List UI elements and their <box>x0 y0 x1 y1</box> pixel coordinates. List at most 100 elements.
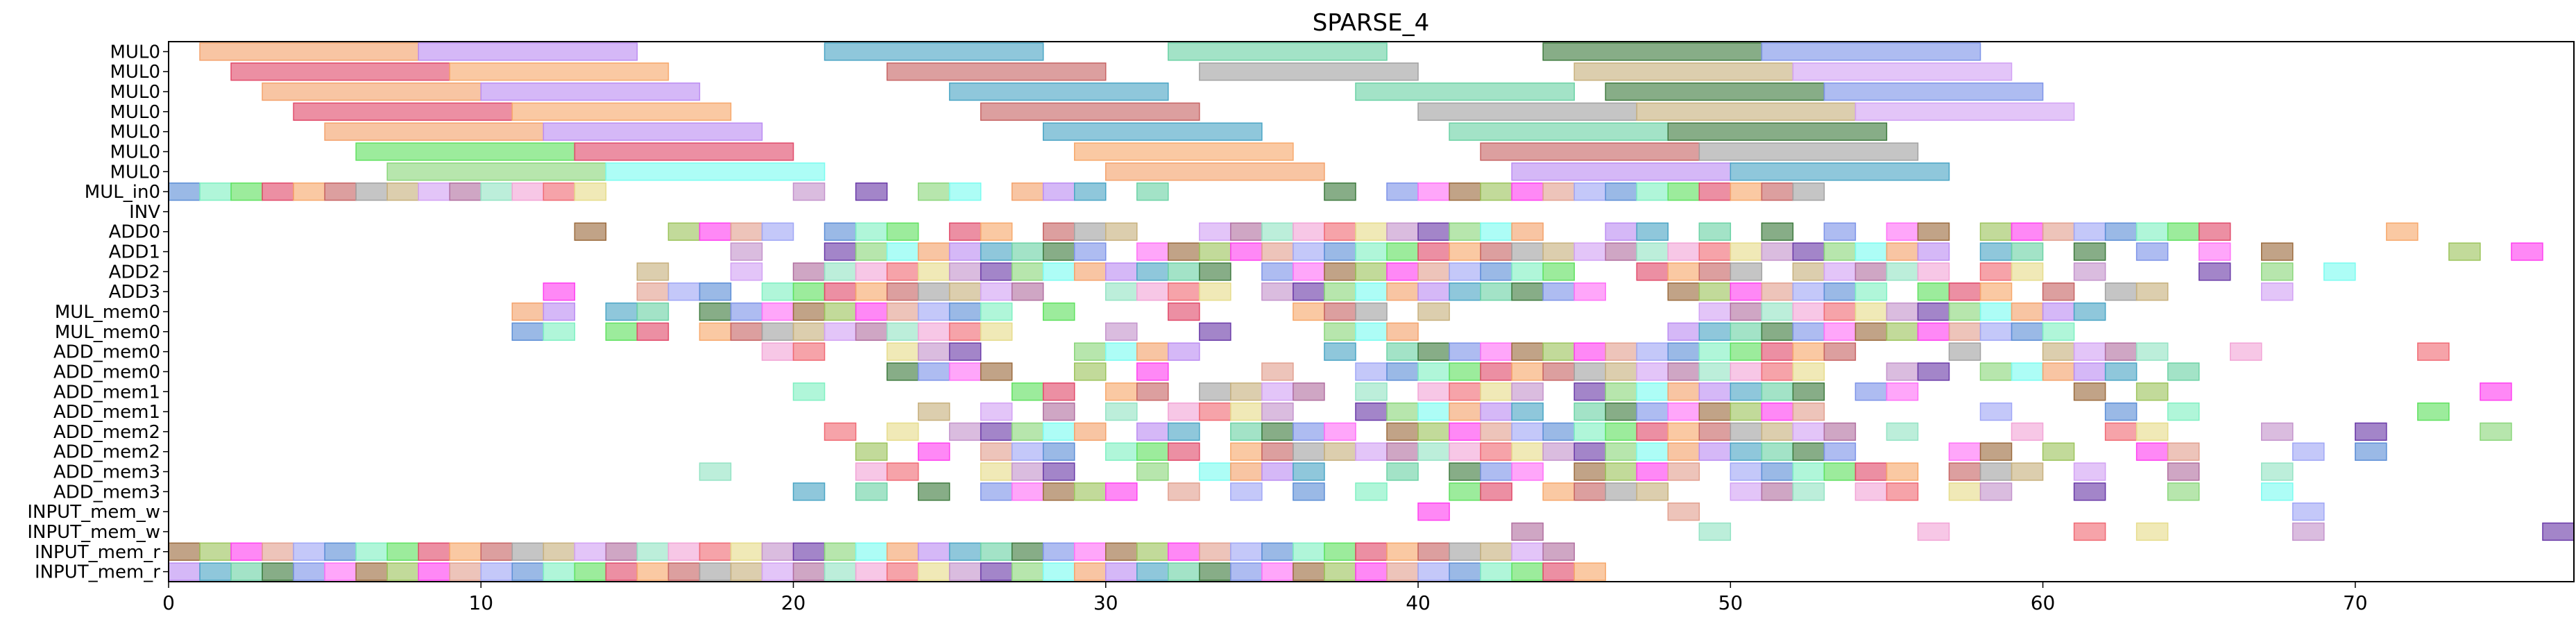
task-bar <box>1698 362 1732 381</box>
task-bar <box>1042 182 1075 201</box>
task-bar <box>1449 382 1481 401</box>
task-bar <box>1698 402 1732 421</box>
task-bar <box>1105 162 1325 181</box>
task-bar <box>386 542 419 561</box>
task-bar <box>1542 562 1575 581</box>
y-tick-label: MUL0 <box>110 102 161 123</box>
task-bar <box>1761 222 1794 241</box>
task-bar <box>1667 283 1700 301</box>
task-bar <box>1730 302 1763 321</box>
y-tick-label: ADD_mem2 <box>53 442 160 463</box>
task-bar <box>480 82 701 101</box>
y-tick-label: ADD_mem1 <box>53 382 160 403</box>
task-bar <box>1979 462 2013 481</box>
task-bar <box>1573 402 1606 421</box>
task-bar <box>1636 482 1669 501</box>
task-bar <box>199 562 232 581</box>
task-bar <box>699 462 732 481</box>
task-bar <box>605 322 638 341</box>
task-bar <box>511 562 545 581</box>
task-bar <box>1573 382 1606 401</box>
task-bar <box>948 182 982 201</box>
task-bar <box>2073 462 2106 481</box>
task-bar <box>855 222 888 241</box>
task-bar <box>792 542 826 561</box>
task-bar <box>1386 242 1419 261</box>
task-bar <box>1230 382 1263 401</box>
task-bar <box>636 322 669 341</box>
task-bar <box>1823 302 1857 321</box>
y-tick-label: MUL0 <box>110 42 161 62</box>
task-bar <box>980 262 1013 281</box>
task-bar <box>1636 222 1669 241</box>
y-tick-label: INPUT_mem_r <box>35 542 160 563</box>
task-bar <box>730 542 763 561</box>
task-bar <box>1355 302 1388 321</box>
task-bar <box>2011 242 2044 261</box>
task-bar <box>543 122 763 141</box>
task-bar <box>980 562 1013 581</box>
task-bar <box>917 442 950 461</box>
task-bar <box>1979 482 2013 501</box>
task-bar <box>1605 182 1637 201</box>
task-bar <box>1324 442 1356 461</box>
task-bar <box>1667 422 1700 441</box>
task-bar <box>230 562 263 581</box>
bars-layer <box>168 42 2575 581</box>
task-bar <box>855 182 888 201</box>
task-bar <box>2042 283 2075 301</box>
task-bar <box>574 562 607 581</box>
task-bar <box>1698 242 1732 261</box>
task-bar <box>1386 442 1419 461</box>
task-bar <box>917 322 950 341</box>
task-bar <box>1480 222 1512 241</box>
task-bar <box>543 302 576 321</box>
task-bar <box>1293 462 1325 481</box>
task-bar <box>917 242 950 261</box>
task-bar <box>1261 422 1294 441</box>
task-bar <box>574 222 607 241</box>
task-bar <box>418 562 450 581</box>
task-bar <box>262 82 482 101</box>
task-bar <box>2511 242 2543 261</box>
task-bar <box>1854 242 1888 261</box>
task-bar <box>1761 182 1794 201</box>
task-bar <box>1730 283 1763 301</box>
task-bar <box>1230 242 1263 261</box>
task-bar <box>1261 402 1294 421</box>
task-bar <box>1168 302 1200 321</box>
task-bar <box>1823 283 1857 301</box>
task-bar <box>1823 442 1857 461</box>
task-bar <box>1573 422 1606 441</box>
y-tick-label: MUL0 <box>110 62 161 83</box>
task-bar <box>1698 342 1732 361</box>
task-bar <box>1823 222 1857 241</box>
task-bar <box>1042 262 1075 281</box>
task-bar <box>1917 322 1950 341</box>
task-bar <box>1136 342 1169 361</box>
task-bar <box>574 142 794 161</box>
task-bar <box>1542 442 1575 461</box>
task-bar <box>1605 462 1637 481</box>
task-bar <box>1886 462 1919 481</box>
task-bar <box>1105 222 1138 241</box>
task-bar <box>2104 283 2138 301</box>
task-bar <box>1386 322 1419 341</box>
task-bar <box>1261 382 1294 401</box>
task-bar <box>2135 422 2169 441</box>
task-bar <box>917 302 950 321</box>
task-bar <box>886 542 919 561</box>
task-bar <box>1730 482 1763 501</box>
task-bar <box>1480 242 1512 261</box>
task-bar <box>1854 302 1888 321</box>
task-bar <box>948 262 982 281</box>
task-bar <box>1823 322 1857 341</box>
task-bar <box>1136 442 1169 461</box>
y-tick-label: MUL_mem0 <box>55 322 160 343</box>
y-tick-label: ADD_mem3 <box>53 482 160 503</box>
task-bar <box>1074 342 1107 361</box>
task-bar <box>1948 322 1981 341</box>
task-bar <box>1324 542 1356 561</box>
task-bar <box>605 162 826 181</box>
task-bar <box>449 562 482 581</box>
